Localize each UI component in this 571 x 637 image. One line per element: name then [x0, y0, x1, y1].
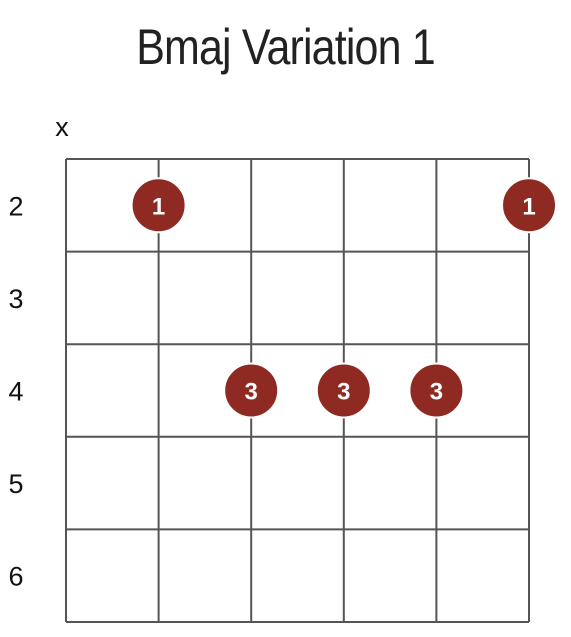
finger-number: 3: [245, 379, 258, 406]
fret-label-2: 2: [8, 191, 23, 221]
finger-dot-string-4: [315, 362, 372, 419]
muted-string-marker: x: [55, 112, 69, 142]
finger-number: 1: [522, 193, 535, 220]
fret-label-4: 4: [8, 377, 23, 407]
fret-label-5: 5: [8, 469, 23, 499]
finger-dot-string-2: [130, 177, 187, 234]
finger-number: 3: [430, 379, 443, 406]
finger-dot-string-6: [501, 177, 557, 234]
finger-dot-string-3: [223, 362, 280, 419]
chord-title: Bmaj Variation 1: [136, 19, 435, 75]
finger-number: 3: [337, 379, 350, 406]
fret-label-6: 6: [8, 562, 23, 592]
fret-label-3: 3: [8, 284, 23, 314]
finger-dot-string-5: [408, 362, 465, 419]
finger-number: 1: [152, 193, 165, 220]
